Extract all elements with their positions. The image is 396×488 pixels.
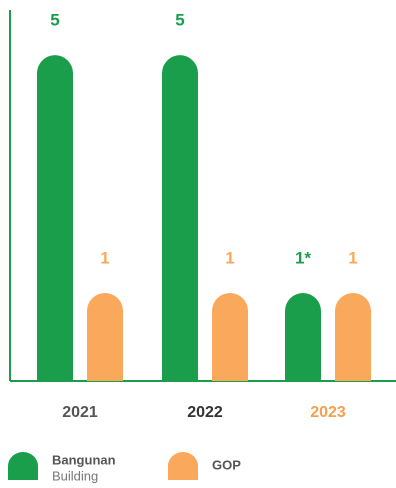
bar [285,293,321,381]
bar [162,55,198,381]
data-label: 5 [50,11,59,30]
data-label: 1 [100,248,109,267]
bar [212,293,248,381]
bar [87,293,123,381]
legend-label: Bangunan [52,452,116,467]
x-tick-label: 2023 [310,404,346,421]
data-label: 1 [348,248,357,267]
legend-sublabel: Building [52,468,98,483]
bar [37,55,73,381]
x-tick-label: 2021 [62,404,98,421]
data-label: 1 [225,248,234,267]
x-tick-label: 2022 [187,404,223,421]
legend-label: GOP [212,457,241,472]
legend-swatch [168,452,198,480]
legend-swatch [8,452,38,480]
bar [335,293,371,381]
data-label: 1* [295,248,311,267]
data-label: 5 [175,11,184,30]
